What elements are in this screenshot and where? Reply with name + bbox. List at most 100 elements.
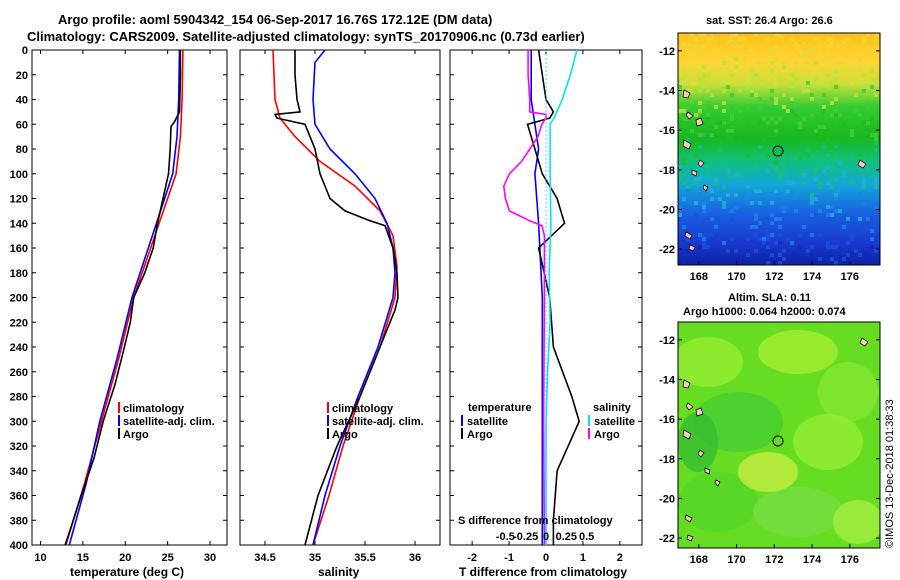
sla-map-image	[678, 322, 880, 548]
lat-tick-label: -18	[659, 165, 675, 177]
depth-tick-label: 340	[10, 466, 28, 478]
sla-map-lon-axis: 168 170 172 174 176	[690, 544, 859, 566]
depth-tick-label: 360	[10, 491, 28, 503]
sla-map-title-1: Altim. SLA: 0.11	[728, 292, 811, 304]
legend-argo: Argo	[123, 429, 149, 441]
x-tick-label: 20	[119, 552, 131, 564]
sst-islands	[682, 89, 867, 252]
s-difference-label: S difference from climatology	[458, 515, 614, 527]
temperature-lines	[64, 49, 184, 546]
legend-swatch-satellite	[118, 415, 120, 426]
difference-tick-marks	[450, 49, 642, 546]
temperature-axes-box	[31, 49, 228, 546]
sla-map: Altim. SLA: 0.11 Argo h1000: 0.064 h2000…	[659, 292, 881, 566]
sst-map-lat-axis: -12 -14 -16 -18 -20 -22	[659, 46, 880, 256]
depth-axis: 0 20 40 60 80 100 120 140 160 180 200 220 240 260 280 3…	[10, 45, 227, 552]
salinity-line-0	[272, 49, 398, 546]
temperature-xlabel: temperature (deg C)	[70, 565, 184, 579]
difference-line-0	[530, 50, 544, 545]
s-diff-tick-label: 0.5	[579, 531, 594, 543]
depth-tick-label: 220	[10, 317, 28, 329]
legend-salinity-title: salinity	[593, 402, 632, 414]
x-tick-label: 15	[77, 552, 89, 564]
x-tick-label: 35	[309, 552, 321, 564]
sst-map: sat. SST: 26.4 Argo: 26.6	[659, 15, 881, 283]
salinity-legend: climatology satellite-adj. clim. Argo	[327, 402, 424, 441]
difference-legend-temperature: temperature satellite Argo	[461, 402, 532, 441]
title-line-1: Argo profile: aoml 5904342_154 06-Sep-20…	[58, 12, 492, 27]
imos-credit: ©IMOS 13-Dec-2018 01:38:33	[884, 399, 896, 548]
difference-line-2	[545, 49, 578, 545]
lon-tick-label: 168	[690, 554, 708, 566]
lat-tick-label: -22	[659, 533, 675, 545]
title-line-2: Climatology: CARS2009. Satellite-adjuste…	[27, 29, 585, 44]
lat-tick-label: -16	[659, 414, 675, 426]
lat-tick-label: -12	[659, 335, 675, 347]
lat-tick-label: -22	[659, 244, 675, 256]
lat-tick-label: -14	[659, 374, 676, 386]
depth-tick-label: 160	[10, 243, 28, 255]
s-diff-tick-label: -0.5	[496, 531, 515, 543]
depth-tick-label: 260	[10, 367, 28, 379]
depth-tick-label: 300	[10, 416, 28, 428]
x-tick-label: 2	[617, 552, 623, 564]
x-tick-label: -1	[504, 552, 514, 564]
depth-tick-label: 140	[10, 218, 28, 230]
lat-tick-label: -14	[659, 86, 676, 98]
lat-tick-label: -18	[659, 454, 675, 466]
depth-tick-label: 180	[10, 268, 28, 280]
temperature-line-2	[64, 50, 182, 546]
difference-panel: -2 -1 0 1 2 S difference from climatology -0…	[449, 49, 643, 579]
legend-swatch-t-satellite	[461, 415, 463, 426]
sst-map-lon-axis: 168 170 172 174 176	[690, 261, 859, 283]
depth-tick-label: 380	[10, 515, 28, 527]
legend-swatch-climatology	[327, 402, 329, 413]
legend-satellite: satellite-adj. clim.	[123, 416, 215, 428]
lat-tick-label: -12	[659, 46, 675, 58]
depth-tick-label: 240	[10, 342, 28, 354]
lon-tick-label: 172	[765, 271, 783, 283]
depth-tick-label: 20	[16, 70, 28, 82]
lon-tick-label: 176	[841, 271, 859, 283]
sla-map-lat-axis: -12 -14 -16 -18 -20 -22	[659, 335, 880, 545]
sla-map-title-2: Argo h1000: 0.064 h2000: 0.074	[683, 306, 847, 318]
t-difference-xlabel: T difference from climatology	[459, 565, 627, 579]
lon-tick-label: 176	[841, 554, 859, 566]
lon-tick-label: 174	[803, 271, 822, 283]
sst-argo-position	[772, 145, 784, 157]
legend-t-satellite: satellite	[467, 416, 508, 428]
x-tick-label: 0	[543, 552, 549, 564]
salinity-xlabel: salinity	[318, 565, 360, 579]
x-tick-label: 36	[409, 552, 421, 564]
depth-tick-label: 100	[10, 169, 28, 181]
legend-swatch-t-argo	[461, 428, 463, 439]
sst-map-image	[678, 33, 880, 265]
x-tick-label: 30	[204, 552, 216, 564]
x-tick-label: 35.5	[354, 552, 375, 564]
salinity-tick-marks	[240, 49, 440, 546]
salinity-axes-box	[239, 49, 441, 546]
sla-islands	[682, 337, 869, 542]
depth-tick-label: 200	[10, 293, 28, 305]
lon-tick-label: 172	[765, 554, 783, 566]
legend-temperature-title: temperature	[468, 402, 532, 414]
lat-tick-label: -20	[659, 493, 675, 505]
depth-tick-label: 0	[22, 45, 28, 57]
x-tick-label: -2	[467, 552, 477, 564]
x-tick-label: 34.5	[254, 552, 275, 564]
legend-swatch-s-satellite	[588, 415, 590, 426]
legend-swatch-satellite	[327, 415, 329, 426]
depth-tick-label: 80	[16, 144, 28, 156]
legend-s-argo: Argo	[594, 429, 620, 441]
depth-tick-label: 320	[10, 441, 28, 453]
legend-swatch-argo	[327, 428, 329, 439]
difference-line-1	[526, 49, 581, 545]
legend-swatch-climatology	[118, 402, 120, 413]
sla-argo-position	[772, 435, 784, 447]
salinity-x-axis: 34.5 35 35.5 36	[254, 50, 421, 564]
legend-swatch-argo	[118, 428, 120, 439]
lon-tick-label: 170	[727, 554, 745, 566]
x-tick-label: 1	[580, 552, 586, 564]
salinity-panel: 34.5 35 35.5 36 salinity climatology satell…	[239, 49, 441, 579]
x-tick-label: 10	[34, 552, 46, 564]
